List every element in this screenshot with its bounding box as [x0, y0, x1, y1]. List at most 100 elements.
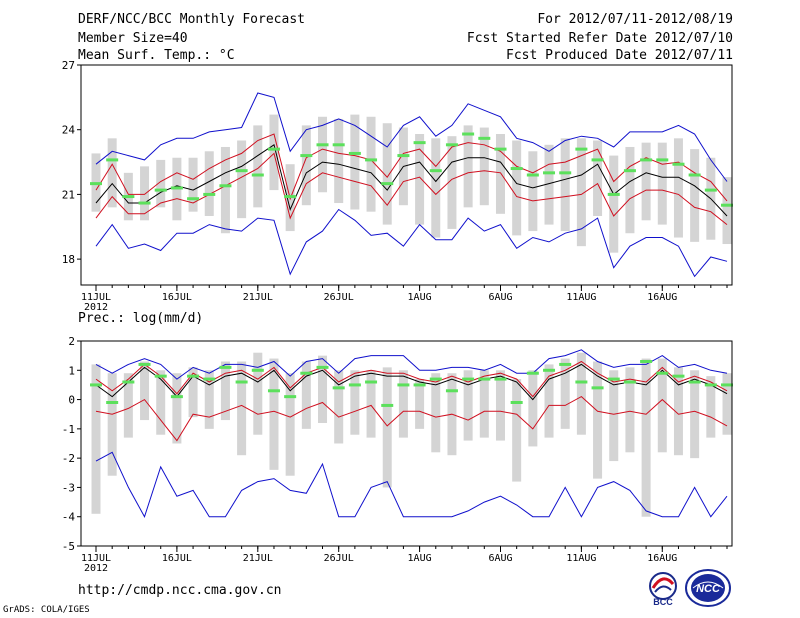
y-tick-label: 2 [68, 335, 75, 348]
median-marker [300, 371, 313, 375]
ensemble-box [479, 370, 489, 438]
ensemble-box [156, 370, 166, 435]
plot-frame [80, 64, 733, 286]
ensemble-box [220, 146, 230, 234]
x-tick-label: 6AUG [488, 553, 512, 564]
mean-line [95, 363, 728, 401]
upper-std-line [95, 133, 728, 202]
forecast-produced-date: Fcst Produced Date 2012/07/11 [506, 48, 733, 63]
y-tick-label: 18 [62, 253, 75, 266]
x-tick-label: 16JUL [162, 292, 192, 303]
median-marker [90, 182, 102, 186]
median-marker [656, 158, 669, 162]
x-tick-label: 21JUL [243, 292, 273, 303]
median-marker [381, 403, 394, 407]
x-tick-label: 21JUL [243, 553, 273, 564]
ensemble-box [156, 159, 166, 208]
median-marker [494, 147, 507, 151]
median-marker [656, 371, 669, 375]
median-marker [284, 395, 297, 399]
x-tick-label: 1AUG [408, 553, 432, 564]
ensemble-box [366, 370, 376, 438]
median-marker [672, 162, 685, 166]
ensemble-box [576, 138, 586, 247]
median-marker [187, 374, 200, 378]
x-tick-label: 6AUG [488, 292, 512, 303]
median-marker [251, 173, 264, 177]
ensemble-box [625, 367, 635, 453]
median-marker [316, 365, 329, 369]
x-tick-label: 11AUG [566, 553, 596, 564]
median-marker [591, 386, 604, 390]
median-marker [154, 374, 167, 378]
median-marker [397, 383, 410, 387]
ensemble-box [495, 134, 505, 214]
ensemble-box [334, 370, 344, 444]
ensemble-box [350, 370, 360, 435]
ensemble-box [673, 367, 683, 456]
ensemble-box [204, 370, 214, 429]
median-marker [445, 143, 458, 147]
ensemble-box [204, 151, 214, 216]
bcc-logo-text: BCC [653, 597, 673, 607]
median-marker [575, 380, 588, 384]
ncc-logo: NCC [685, 569, 731, 607]
median-marker [219, 184, 232, 188]
ensemble-box [512, 379, 522, 482]
ensemble-box [301, 361, 311, 429]
lower-std-line [95, 152, 728, 225]
ensemble-box [641, 142, 651, 221]
median-marker [284, 195, 297, 199]
median-marker [138, 362, 151, 366]
median-marker [672, 374, 685, 378]
ensemble-box [269, 114, 279, 191]
median-marker [203, 377, 216, 381]
median-marker [526, 371, 539, 375]
median-marker [429, 169, 442, 173]
upper-std-line [95, 360, 728, 398]
ensemble-box [431, 373, 441, 453]
y-tick-label: -1 [62, 423, 75, 436]
median-marker [640, 158, 653, 162]
median-marker [623, 380, 636, 384]
median-marker [170, 395, 183, 399]
ensemble-box [269, 358, 279, 470]
ensemble-box [415, 379, 425, 429]
ensemble-box [431, 138, 441, 238]
y-tick-label: 1 [68, 364, 75, 377]
source-url[interactable]: http://cmdp.ncc.cma.gov.cn [78, 583, 282, 598]
median-marker [106, 401, 119, 404]
ensemble-box [560, 358, 570, 429]
max-line [95, 349, 728, 380]
x-tick-label: 16AUG [647, 292, 677, 303]
ensemble-box [107, 138, 117, 208]
ensemble-box [382, 367, 392, 488]
median-marker [445, 389, 458, 393]
median-marker [235, 380, 248, 384]
median-marker [721, 203, 733, 207]
median-marker [251, 368, 264, 372]
median-marker [478, 377, 491, 381]
median-marker [607, 377, 620, 381]
ensemble-box [576, 352, 586, 435]
ensemble-box [140, 166, 150, 221]
median-marker [510, 167, 523, 171]
max-line [95, 92, 728, 182]
median-marker [623, 169, 636, 173]
ensemble-box [334, 118, 344, 204]
forecast-start-date: Fcst Started Refer Date 2012/07/10 [466, 31, 733, 46]
ensemble-box [318, 116, 328, 193]
ensemble-box [220, 361, 230, 421]
y-tick-label: -2 [62, 452, 75, 465]
ensemble-box [350, 114, 360, 210]
x-year-label: 2012 [84, 563, 108, 574]
ensemble-box [301, 125, 311, 206]
median-marker [203, 192, 216, 196]
median-marker [154, 188, 167, 192]
median-marker [90, 383, 102, 387]
median-marker [559, 362, 572, 366]
median-marker [348, 151, 361, 155]
ensemble-box [722, 177, 732, 245]
median-marker [122, 195, 135, 199]
